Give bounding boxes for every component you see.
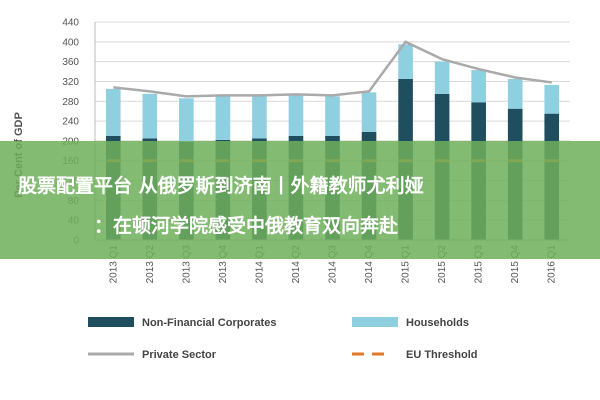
- x-tick-label: 2013 Q3: [181, 245, 192, 284]
- bar-households: [179, 98, 194, 142]
- bar-households: [288, 95, 304, 136]
- bar-households: [361, 92, 377, 132]
- legend: Non-Financial Corporates Households Privat…: [88, 317, 478, 361]
- x-tick-label: 2015 Q3: [474, 245, 485, 284]
- x-tick-label: 2013 Q4: [218, 245, 229, 284]
- y-tick-label: 360: [62, 57, 79, 68]
- bar-households: [325, 96, 340, 136]
- legend-label: Non-Financial Corporates: [142, 317, 276, 329]
- legend-label: EU Threshold: [406, 349, 478, 361]
- banner-line-1: 股票配置平台 从俄罗斯到济南丨外籍教师尤利娅: [18, 175, 424, 197]
- x-tick-label: 2013 Q1: [108, 245, 119, 284]
- legend-label: Households: [406, 317, 469, 329]
- bar-households: [252, 96, 267, 139]
- bar-households: [215, 96, 231, 140]
- x-tick-label: 2014 Q3: [328, 245, 339, 284]
- y-tick-label: 280: [62, 97, 79, 108]
- bar-households: [434, 61, 450, 94]
- bar-households: [398, 44, 413, 79]
- private-sector-line-group: [113, 40, 552, 98]
- bar-households: [471, 70, 486, 103]
- y-tick-label: 240: [62, 117, 79, 128]
- y-tick-label: 440: [62, 18, 79, 29]
- y-tick-label: 400: [62, 37, 79, 48]
- x-tick-label: 2014 Q1: [254, 245, 265, 284]
- x-tick-label: 2015 Q1: [401, 245, 412, 284]
- x-tick-label: 2014 Q4: [364, 245, 375, 284]
- legend-label: Private Sector: [142, 349, 217, 361]
- bar-households: [544, 84, 560, 114]
- x-tick-label: 2015 Q4: [510, 245, 521, 284]
- y-tick-label: 320: [62, 77, 79, 88]
- x-tick-label: 2014 Q2: [291, 245, 302, 284]
- banner-line-2: ：在顿河学院感受中俄教育双向奔赴: [94, 215, 399, 237]
- legend-swatch: [352, 317, 398, 327]
- x-tick-label: 2016 Q1: [547, 245, 558, 284]
- bar-households: [105, 88, 121, 136]
- legend-swatch: [88, 317, 134, 327]
- bar-households: [507, 78, 523, 109]
- bar-households: [142, 93, 158, 139]
- overlay-banner: 股票配置平台 从俄罗斯到济南丨外籍教师尤利娅 ：在顿河学院感受中俄教育双向奔赴: [0, 141, 600, 259]
- x-tick-label: 2015 Q2: [437, 245, 448, 284]
- private-sector-line: [113, 40, 552, 98]
- x-tick-label: 2013 Q2: [145, 245, 156, 284]
